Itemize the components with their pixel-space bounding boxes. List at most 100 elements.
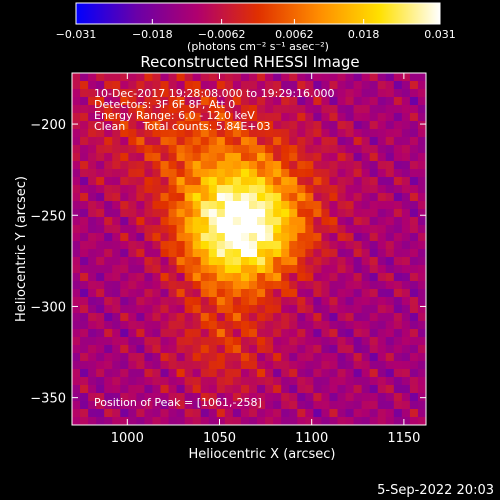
heatmap-cell <box>240 177 250 186</box>
heatmap-cell <box>216 377 226 386</box>
heatmap-cell <box>321 145 331 154</box>
heatmap-cell <box>80 97 89 106</box>
heatmap-cell <box>88 89 97 98</box>
heatmap-cell <box>361 209 371 218</box>
heatmap-cell <box>289 273 298 282</box>
heatmap-cell <box>168 105 178 114</box>
heatmap-cell <box>257 249 266 258</box>
heatmap-cell <box>120 417 129 425</box>
heatmap-cell <box>329 281 339 290</box>
heatmap-cell <box>377 297 387 306</box>
heatmap-cell <box>353 393 363 402</box>
heatmap-cell <box>409 137 419 146</box>
heatmap-cell <box>305 257 314 266</box>
heatmap-cell <box>88 113 97 122</box>
heatmap-cell <box>265 345 274 354</box>
heatmap-cell <box>361 337 371 346</box>
heatmap-cell <box>401 209 411 218</box>
heatmap-cell <box>417 177 426 186</box>
heatmap-cell <box>369 145 379 154</box>
heatmap-cell <box>200 345 210 354</box>
heatmap-cell <box>80 265 89 274</box>
heatmap-cell <box>409 257 419 266</box>
heatmap-cell <box>249 313 258 322</box>
heatmap-cell <box>80 377 89 386</box>
heatmap-cell <box>88 345 97 354</box>
heatmap-cell <box>104 377 113 386</box>
heatmap-cell <box>136 113 146 122</box>
heatmap-cell <box>401 361 411 370</box>
heatmap-cell <box>377 153 387 162</box>
heatmap-cell <box>353 257 363 266</box>
heatmap-cell <box>136 185 146 194</box>
heatmap-cell <box>369 353 379 362</box>
heatmap-cell <box>401 337 411 346</box>
heatmap-cell <box>176 337 186 346</box>
heatmap-cell <box>128 377 137 386</box>
heatmap-cell <box>281 321 290 330</box>
heatmap-cell <box>120 241 129 250</box>
heatmap-cell <box>72 329 81 338</box>
heatmap-cell <box>160 257 170 266</box>
heatmap-cell <box>345 145 355 154</box>
heatmap-cell <box>128 345 137 354</box>
heatmap-cell <box>417 257 426 266</box>
heatmap-cell <box>128 273 137 282</box>
heatmap-cell <box>208 345 218 354</box>
heatmap-cell <box>120 177 129 186</box>
heatmap-cell <box>192 169 202 178</box>
heatmap-cell <box>176 377 186 386</box>
heatmap-cell <box>120 233 129 242</box>
heatmap-cell <box>369 369 379 378</box>
heatmap-cell <box>249 81 258 90</box>
heatmap-cell <box>104 273 113 282</box>
heatmap-cell <box>281 297 290 306</box>
heatmap-cell <box>152 249 162 258</box>
heatmap-cell <box>240 353 250 362</box>
heatmap-cell <box>136 145 146 154</box>
heatmap-cell <box>353 345 363 354</box>
heatmap-cell <box>345 401 355 410</box>
heatmap-cell <box>393 297 403 306</box>
heatmap-cell <box>136 177 146 186</box>
heatmap-cell <box>257 329 266 338</box>
heatmap-cell <box>361 177 371 186</box>
heatmap-cell <box>377 233 387 242</box>
chart-title: Reconstructed RHESSI Image <box>140 53 359 71</box>
heatmap-cell <box>128 249 137 258</box>
heatmap-cell <box>136 169 146 178</box>
heatmap-cell <box>281 369 290 378</box>
heatmap-cell <box>313 417 323 425</box>
heatmap-cell <box>224 225 234 234</box>
heatmap-cell <box>393 241 403 250</box>
heatmap-cell <box>112 353 121 362</box>
heatmap-cell <box>136 273 146 282</box>
heatmap-cell <box>208 89 218 98</box>
heatmap-cell <box>80 169 89 178</box>
heatmap-cell <box>128 329 137 338</box>
heatmap-cell <box>112 121 121 130</box>
heatmap-cell <box>401 297 411 306</box>
heatmap-cell <box>281 257 290 266</box>
heatmap-cell <box>168 257 178 266</box>
heatmap-cell <box>417 417 426 425</box>
heatmap-cell <box>232 145 242 154</box>
heatmap-cell <box>265 113 274 122</box>
y-tick-label: −250 <box>30 209 66 224</box>
heatmap-cell <box>216 201 226 210</box>
heatmap-cell <box>273 401 282 410</box>
heatmap-cell <box>321 137 331 146</box>
heatmap-cell <box>361 73 371 82</box>
heatmap-cell <box>152 137 162 146</box>
heatmap-cell <box>240 73 250 82</box>
heatmap-cell <box>72 305 81 314</box>
heatmap-cell <box>96 129 105 138</box>
heatmap-cell <box>88 321 97 330</box>
heatmap-cell <box>281 377 290 386</box>
heatmap-cell <box>345 201 355 210</box>
heatmap-cell <box>305 129 314 138</box>
heatmap-cell <box>152 417 162 425</box>
heatmap-cell <box>184 73 194 82</box>
heatmap-cell <box>152 177 162 186</box>
heatmap-cell <box>176 361 186 370</box>
